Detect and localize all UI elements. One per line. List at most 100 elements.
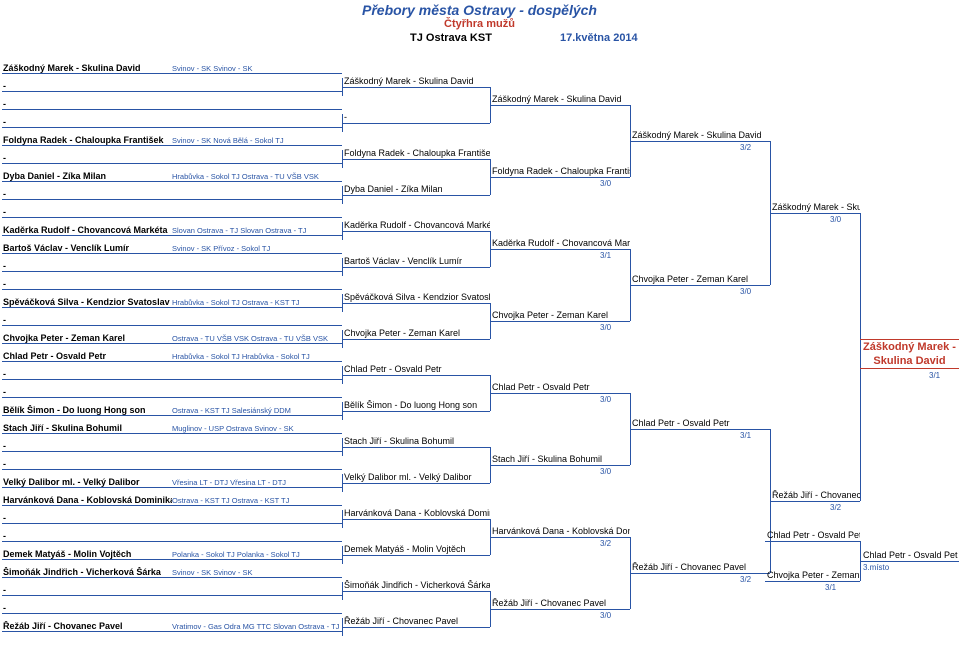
seed-player: Bartoš Václav - Venclík Lumír [2,243,172,253]
title-date: 17.května 2014 [560,32,638,44]
r4-label: Chvojka Peter - Zeman Karel [632,274,770,284]
seed-row: - [2,276,342,290]
seed-club: Hrabůvka - Sokol TJ Ostrava - TU VŠB VSK [172,172,342,181]
seed-player: - [2,117,172,127]
seed-row: - [2,384,342,398]
r2-label: Chvojka Peter - Zeman Karel [344,328,490,338]
seed-row: Chvojka Peter - Zeman KarelOstrava - TU … [2,330,342,344]
seed-row: Velký Dalibor ml. - Velký DaliborVřesina… [2,474,342,488]
r2-label: Řežáb Jiří - Chovanec Pavel [344,616,490,626]
r2-label: Záškodný Marek - Skulina David [344,76,490,86]
seed-player: Foldyna Radek - Chaloupka František [2,135,172,145]
seed-row: - [2,582,342,596]
seed-club: Ostrava - KST TJ Salesiánský DDM [172,406,342,415]
r2-label: Spěváčková Silva - Kendzior Svatoslav [344,292,490,302]
seed-row: Záškodný Marek - Skulina DavidSvinov - S… [2,60,342,74]
r4-score: 3/0 [740,287,751,296]
seed-row: - [2,96,342,110]
r4-score: 3/1 [740,431,751,440]
r2-label: Foldyna Radek - Chaloupka František [344,148,490,158]
r5-score: 3/2 [830,503,841,512]
seed-player: - [2,387,172,397]
r3-score: 3/0 [600,611,611,620]
seed-row: - [2,438,342,452]
third-result: Chlad Petr - Osvald Petr [863,550,958,560]
winner-line2: Skulina David [860,354,959,368]
r2-label: Bartoš Václav - Venclík Lumír [344,256,490,266]
r4-label: Chlad Petr - Osvald Petr [632,418,770,428]
seed-row: Chlad Petr - Osvald PetrHrabůvka - Sokol… [2,348,342,362]
seed-club: Svinov - SK Svinov - SK [172,568,342,577]
seed-row: - [2,456,342,470]
seed-row: - [2,510,342,524]
r2-label: Demek Matyáš - Molin Vojtěch [344,544,490,554]
seed-club: Hrabůvka - Sokol TJ Ostrava - KST TJ [172,298,342,307]
winner-box: Záškodný Marek -Skulina David [860,339,959,369]
seed-player: Dyba Daniel - Zíka Milan [2,171,172,181]
seed-club: Vratimov - Gas Odra MG TTC Slovan Ostrav… [172,622,342,631]
seed-player: - [2,603,172,613]
seed-row: - [2,186,342,200]
seed-row: Stach Jiří - Skulina BohumilMuglinov - U… [2,420,342,434]
seed-player: - [2,261,172,271]
seed-club: Ostrava - KST TJ Ostrava - KST TJ [172,496,342,505]
r3-score: 3/0 [600,467,611,476]
seed-row: - [2,528,342,542]
seed-player: Spěváčková Silva - Kendzior Svatoslav [2,297,172,307]
seed-row: - [2,78,342,92]
r3-label: Záškodný Marek - Skulina David [492,94,630,104]
r2-label: Kaděrka Rudolf - Chovancová Markéta [344,220,490,230]
r3-score: 3/0 [600,395,611,404]
seed-row: Spěváčková Silva - Kendzior SvatoslavHra… [2,294,342,308]
r3-label: Kaděrka Rudolf - Chovancová Markéta [492,238,630,248]
seed-row: Bartoš Václav - Venclík LumírSvinov - SK… [2,240,342,254]
seed-player: - [2,189,172,199]
r4-score: 3/2 [740,575,751,584]
seed-row: - [2,258,342,272]
seed-player: Stach Jiří - Skulina Bohumil [2,423,172,433]
seed-player: Šimoňák Jindřich - Vicherková Šárka [2,567,172,577]
r3-score: 3/1 [600,251,611,260]
title-venue: TJ Ostrava KST [410,32,492,44]
seed-club: Vřesina LT - DTJ Vřesina LT - DTJ [172,478,342,487]
r4-label: Řežáb Jiří - Chovanec Pavel [632,562,770,572]
seed-player: Kaděrka Rudolf - Chovancová Markéta [2,225,172,235]
title-main: Přebory města Ostravy - dospělých [0,2,959,18]
third-p1: Chlad Petr - Osvald Petr [767,530,860,540]
seed-club: Svinov - SK Přívoz - Sokol TJ [172,244,342,253]
r2-label: - [344,112,490,122]
winner-score: 3/1 [929,371,940,380]
r5-label: Záškodný Marek - Skulina David [772,202,860,212]
third-score: 3/1 [825,583,836,592]
seed-player: Velký Dalibor ml. - Velký Dalibor [2,477,172,487]
r3-label: Chvojka Peter - Zeman Karel [492,310,630,320]
seed-player: Chvojka Peter - Zeman Karel [2,333,172,343]
seed-player: Záškodný Marek - Skulina David [2,63,172,73]
r2-label: Velký Dalibor ml. - Velký Dalibor [344,472,490,482]
seed-club: Slovan Ostrava - TJ Slovan Ostrava - TJ [172,226,342,235]
seed-player: - [2,81,172,91]
r3-label: Stach Jiří - Skulina Bohumil [492,454,630,464]
seed-club: Svinov - SK Svinov - SK [172,64,342,73]
seed-club: Hrabůvka - Sokol TJ Hrabůvka - Sokol TJ [172,352,342,361]
seed-player: Harvánková Dana - Koblovská Dominika [2,495,172,505]
r2-label: Chlad Petr - Osvald Petr [344,364,490,374]
r5-label: Řežáb Jiří - Chovanec Pavel [772,490,860,500]
r3-score: 3/0 [600,179,611,188]
r3-label: Foldyna Radek - Chaloupka František [492,166,630,176]
seed-player: - [2,279,172,289]
third-label: 3.místo [863,563,889,572]
third-p2: Chvojka Peter - Zeman Karel [767,570,860,580]
r3-label: Řežáb Jiří - Chovanec Pavel [492,598,630,608]
seed-player: - [2,531,172,541]
seed-row: Bělík Šimon - Do luong Hong sonOstrava -… [2,402,342,416]
seed-player: - [2,369,172,379]
seed-row: Kaděrka Rudolf - Chovancová MarkétaSlova… [2,222,342,236]
seed-player: - [2,441,172,451]
seed-club: Ostrava - TU VŠB VSK Ostrava - TU VŠB VS… [172,334,342,343]
seed-player: - [2,585,172,595]
seed-club: Svinov - SK Nová Bělá - Sokol TJ [172,136,342,145]
r2-label: Bělík Šimon - Do luong Hong son [344,400,490,410]
seed-row: Demek Matyáš - Molin VojtěchPolanka - So… [2,546,342,560]
title-sub: Čtyřhra mužů [0,18,959,30]
